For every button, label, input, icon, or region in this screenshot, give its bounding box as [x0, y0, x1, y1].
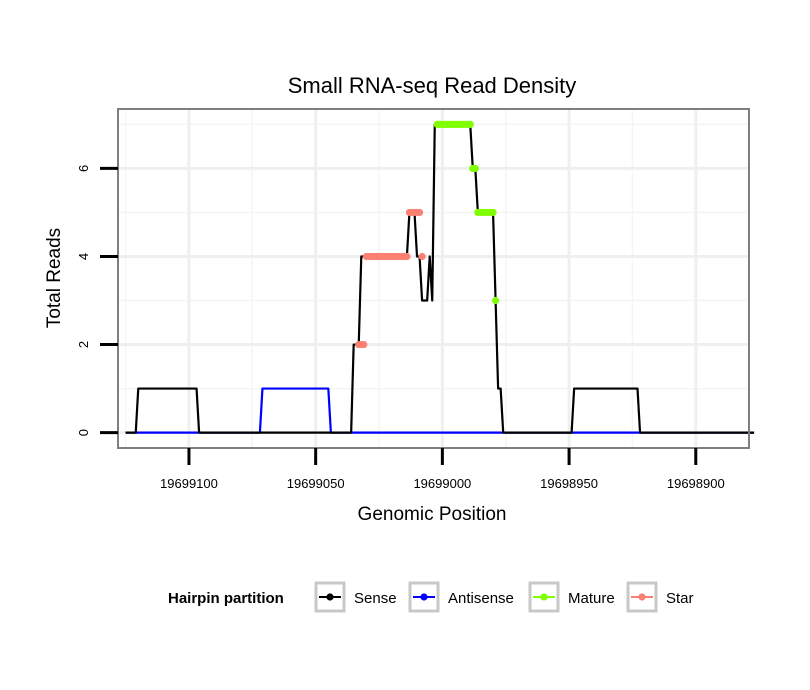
- point-star: [360, 340, 368, 349]
- x-tick-label: 19699100: [160, 476, 218, 491]
- plot-border: [117, 108, 750, 449]
- x-axis: 19699100 19699050 19699000 19698950 19698900: [160, 448, 725, 491]
- series-points: [355, 120, 500, 349]
- x-tick-label: 19699050: [287, 476, 345, 491]
- x-tick-label: 19699000: [413, 476, 471, 491]
- point-mature: [466, 120, 474, 129]
- point-mature: [491, 296, 500, 305]
- legend-label-antisense: Antisense: [448, 590, 514, 607]
- y-tick-label: 4: [76, 253, 91, 260]
- legend-label-sense: Sense: [354, 590, 397, 607]
- y-tick-label: 2: [76, 341, 91, 348]
- y-axis: 0 2 4 6: [76, 165, 118, 436]
- legend-key-point: [540, 593, 548, 601]
- legend-label-star: Star: [666, 590, 694, 607]
- legend-key-point: [420, 593, 428, 601]
- plot-area: [117, 108, 755, 449]
- x-tick-label: 19698900: [667, 476, 725, 491]
- legend-label-mature: Mature: [568, 590, 615, 607]
- y-tick-label: 6: [76, 165, 91, 172]
- point-mature: [489, 208, 497, 217]
- legend-key-point: [326, 593, 334, 601]
- y-tick-label: 0: [76, 429, 91, 436]
- point-star: [415, 208, 424, 217]
- point-mature: [471, 164, 479, 173]
- point-star: [403, 252, 411, 261]
- x-axis-title: Genomic Position: [358, 504, 507, 525]
- point-star: [418, 252, 426, 261]
- legend-title: Hairpin partition: [168, 590, 284, 607]
- chart-title: Small RNA-seq Read Density: [288, 73, 577, 98]
- legend: Hairpin partition Sense Antisense Mature St…: [168, 581, 694, 613]
- x-tick-label: 19698950: [540, 476, 598, 491]
- y-axis-title: Total Reads: [44, 228, 65, 328]
- legend-key-point: [638, 593, 646, 601]
